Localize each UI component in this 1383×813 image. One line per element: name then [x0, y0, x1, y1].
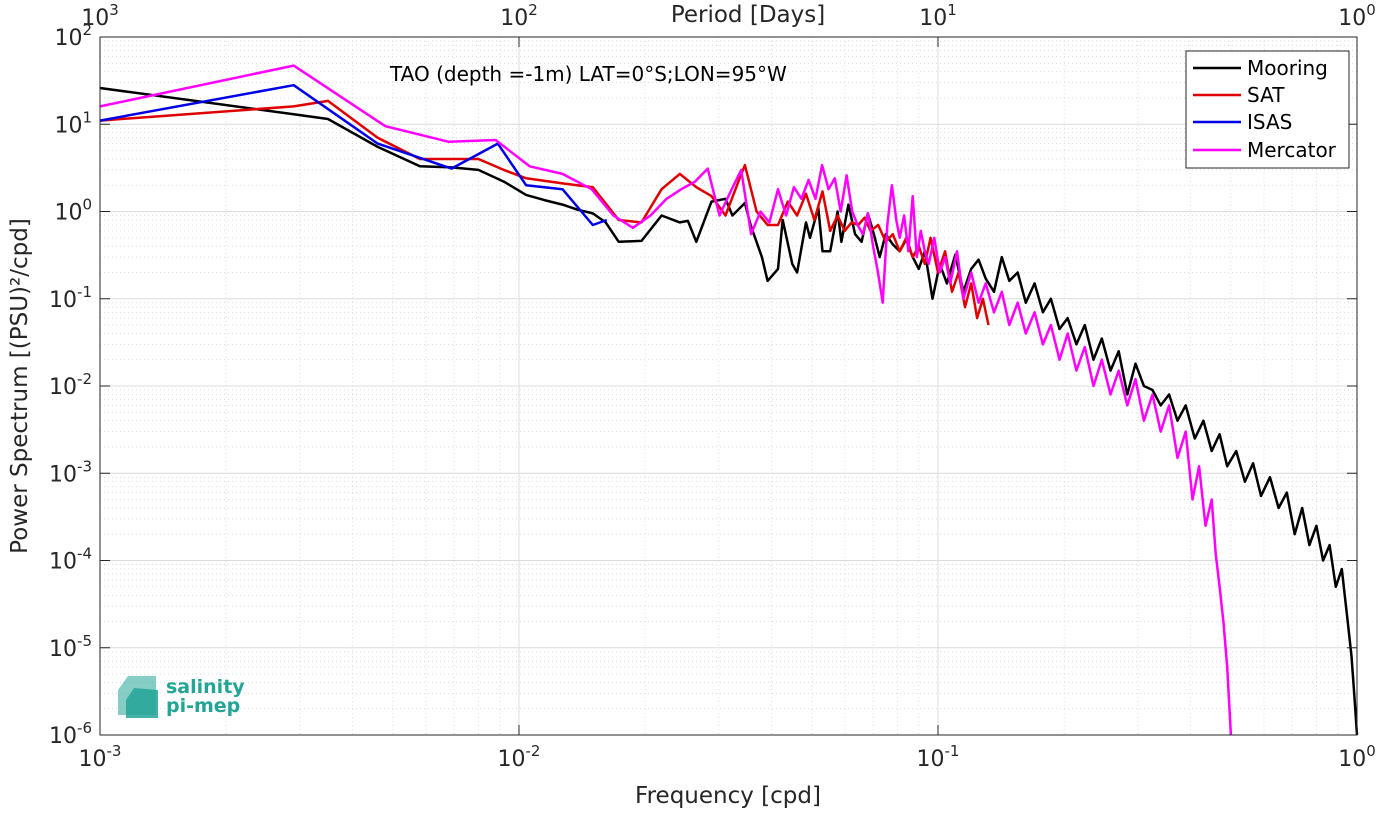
top-axis-label: Period [Days] — [671, 2, 825, 28]
legend-label-mooring: Mooring — [1247, 56, 1328, 80]
x-tick-label: 100 — [1338, 742, 1376, 772]
logo-text-line1: salinity — [166, 676, 245, 698]
legend-box — [1185, 50, 1350, 169]
x-tick-label: 10-3 — [79, 742, 122, 772]
top-tick-label: 102 — [500, 1, 538, 31]
y-tick-label: 102 — [54, 21, 92, 51]
y-tick-label: 100 — [54, 196, 92, 226]
x-axis-label: Frequency [cpd] — [635, 783, 821, 809]
chart-title: TAO (depth =-1m) LAT=0°S;LON=95°W — [389, 62, 787, 86]
legend: Mooring SAT ISAS Mercator — [1185, 50, 1350, 169]
logo-text-line2: pi-mep — [166, 695, 240, 717]
legend-label-mercator: Mercator — [1247, 138, 1337, 162]
y-tick-label: 10-6 — [49, 719, 92, 749]
y-axis-label: Power Spectrum [(PSU)²/cpd] — [7, 218, 33, 554]
top-tick-label: 103 — [81, 1, 119, 31]
y-tick-label: 10-2 — [49, 370, 92, 400]
x-tick-label: 10-1 — [917, 742, 960, 772]
top-tick-label: 100 — [1338, 1, 1376, 31]
y-tick-label: 101 — [54, 108, 92, 138]
x-tick-label: 10-2 — [498, 742, 541, 772]
legend-label-sat: SAT — [1247, 83, 1285, 107]
axis-ticks — [99, 36, 1358, 736]
series-lines — [99, 64, 1359, 736]
legend-label-isas: ISAS — [1247, 110, 1292, 134]
y-tick-label: 10-5 — [49, 632, 92, 662]
salinity-pi-mep-logo: salinity pi-mep — [118, 676, 245, 718]
logo-mark-front — [126, 688, 158, 718]
y-tick-label: 10-1 — [49, 283, 92, 313]
series-line-isas — [99, 83, 608, 227]
top-tick-label: 101 — [919, 1, 957, 31]
series-line-mooring — [99, 86, 1359, 736]
minor-grid — [100, 37, 1357, 735]
y-tick-label: 10-4 — [49, 545, 92, 575]
y-tick-label: 10-3 — [49, 457, 92, 487]
series-line-mercator — [99, 64, 1233, 736]
